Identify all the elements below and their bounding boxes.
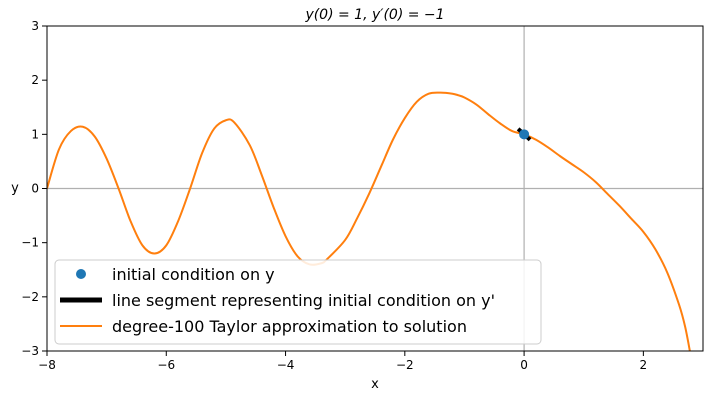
- legend: initial condition on y line segment repr…: [54, 259, 542, 345]
- curve-layer: [47, 91, 691, 351]
- x-tick-label: −4: [277, 358, 295, 372]
- x-axis-ticks: −8 −6 −4 −2 0 2: [38, 351, 647, 372]
- x-tick-label: −6: [157, 358, 175, 372]
- series-line-taylor: [47, 91, 691, 351]
- y-axis-label: y: [11, 181, 19, 196]
- y-tick-label: −3: [21, 344, 39, 358]
- legend-label-segment: line segment representing initial condit…: [112, 291, 495, 310]
- y-tick-label: −1: [21, 236, 39, 250]
- legend-box: [54, 259, 542, 345]
- marker-layer: [516, 127, 532, 142]
- chart-title: y(0) = 1, y′(0) = −1: [304, 7, 444, 23]
- y-tick-label: −2: [21, 290, 39, 304]
- legend-label-curve: degree-100 Taylor approximation to solut…: [112, 317, 467, 336]
- y-axis-ticks: −3 −2 −1 0 1 2 3: [21, 19, 47, 358]
- legend-marker-point: [76, 269, 86, 279]
- x-axis-label: x: [371, 377, 379, 392]
- x-tick-label: −2: [396, 358, 414, 372]
- x-tick-label: −8: [38, 358, 56, 372]
- y-tick-label: 1: [31, 127, 39, 141]
- y-tick-label: 2: [31, 73, 39, 87]
- x-tick-label: 2: [640, 358, 648, 372]
- y-tick-label: 0: [31, 182, 39, 196]
- x-tick-label: 0: [520, 358, 528, 372]
- y-tick-label: 3: [31, 19, 39, 33]
- initial-condition-point: [519, 129, 530, 140]
- legend-label-point: initial condition on y: [112, 265, 275, 284]
